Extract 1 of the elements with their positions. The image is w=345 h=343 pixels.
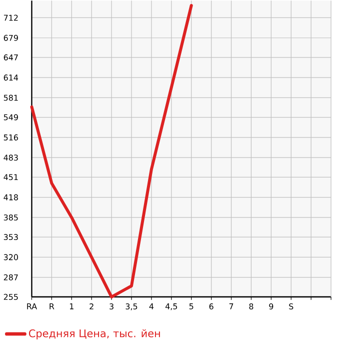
legend-label: Средняя Цена, тыс. йен xyxy=(28,329,160,340)
